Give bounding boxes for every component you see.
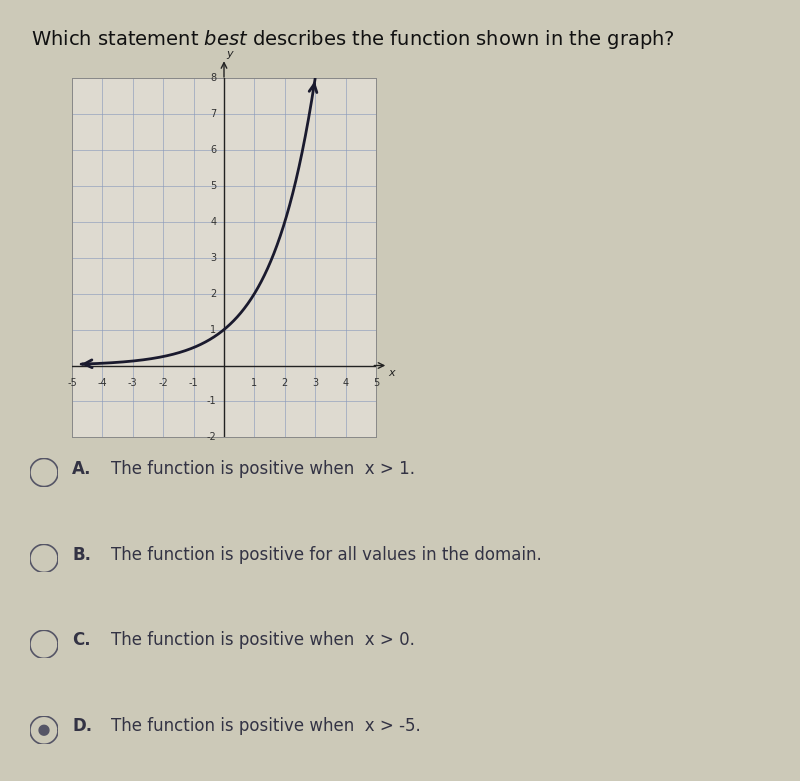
Text: -3: -3: [128, 378, 138, 388]
Text: D.: D.: [72, 717, 92, 736]
Text: 2: 2: [210, 289, 216, 298]
Text: 1: 1: [251, 378, 258, 388]
Text: -1: -1: [189, 378, 198, 388]
Text: -2: -2: [206, 433, 216, 442]
Text: The function is positive when  x > -5.: The function is positive when x > -5.: [110, 717, 421, 736]
Text: The function is positive when  x > 0.: The function is positive when x > 0.: [110, 631, 414, 650]
Text: The function is positive for all values in the domain.: The function is positive for all values …: [110, 545, 542, 564]
Text: 3: 3: [210, 253, 216, 262]
Text: 4: 4: [210, 217, 216, 226]
Text: The function is positive when  x > 1.: The function is positive when x > 1.: [110, 459, 414, 478]
Text: B.: B.: [72, 545, 91, 564]
Text: -5: -5: [67, 378, 77, 388]
Text: 8: 8: [210, 73, 216, 83]
Text: 5: 5: [210, 181, 216, 191]
Text: 5: 5: [373, 378, 379, 388]
Text: y: y: [226, 48, 233, 59]
Text: 4: 4: [342, 378, 349, 388]
Text: 7: 7: [210, 109, 216, 119]
Polygon shape: [39, 726, 49, 735]
Text: 6: 6: [210, 145, 216, 155]
Text: x: x: [388, 369, 394, 378]
Text: 1: 1: [210, 325, 216, 334]
Text: C.: C.: [72, 631, 90, 650]
Text: -1: -1: [206, 397, 216, 406]
Text: -2: -2: [158, 378, 168, 388]
Text: Which statement $\it{best}$ describes the function shown in the graph?: Which statement $\it{best}$ describes th…: [31, 27, 675, 51]
Text: 3: 3: [312, 378, 318, 388]
Text: -4: -4: [98, 378, 107, 388]
Text: 2: 2: [282, 378, 288, 388]
Text: A.: A.: [72, 459, 91, 478]
